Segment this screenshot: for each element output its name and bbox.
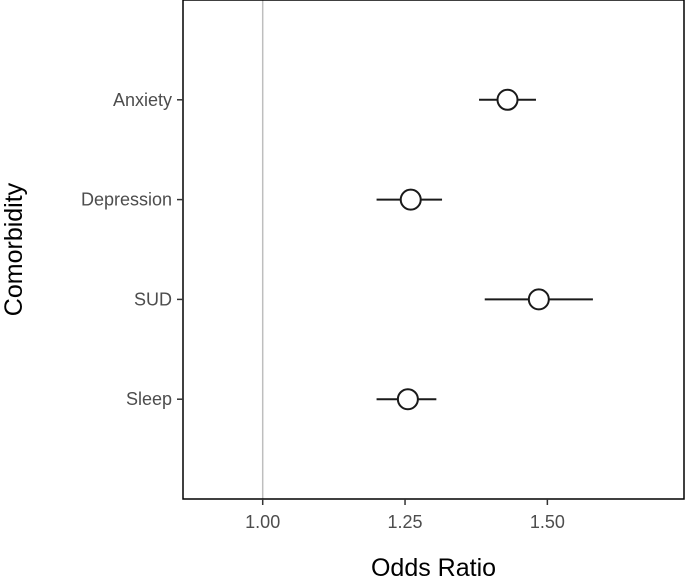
- y-tick-label-sud: SUD: [134, 289, 172, 309]
- estimate-point-depression: [399, 188, 422, 211]
- x-axis-ticks: 1.00 1.25 1.50: [245, 499, 565, 532]
- estimate-point-sud: [527, 288, 550, 311]
- y-tick-label-sleep: Sleep: [126, 389, 172, 409]
- y-tick-label-depression: Depression: [81, 190, 172, 210]
- confidence-intervals: [376, 98, 593, 401]
- y-tick-label-anxiety: Anxiety: [113, 90, 172, 110]
- estimate-point-sleep: [396, 388, 419, 411]
- estimate-points: [396, 88, 550, 411]
- x-tick-label: 1.00: [245, 512, 280, 532]
- x-tick-label: 1.25: [388, 512, 423, 532]
- plot-panel-border: [182, 0, 685, 500]
- y-axis-title: Comorbidity: [0, 182, 28, 316]
- estimate-point-anxiety: [496, 88, 519, 111]
- x-axis-title: Odds Ratio: [371, 554, 496, 579]
- x-tick-label: 1.50: [530, 512, 565, 532]
- y-axis-ticks: Anxiety Depression SUD Sleep: [81, 90, 183, 409]
